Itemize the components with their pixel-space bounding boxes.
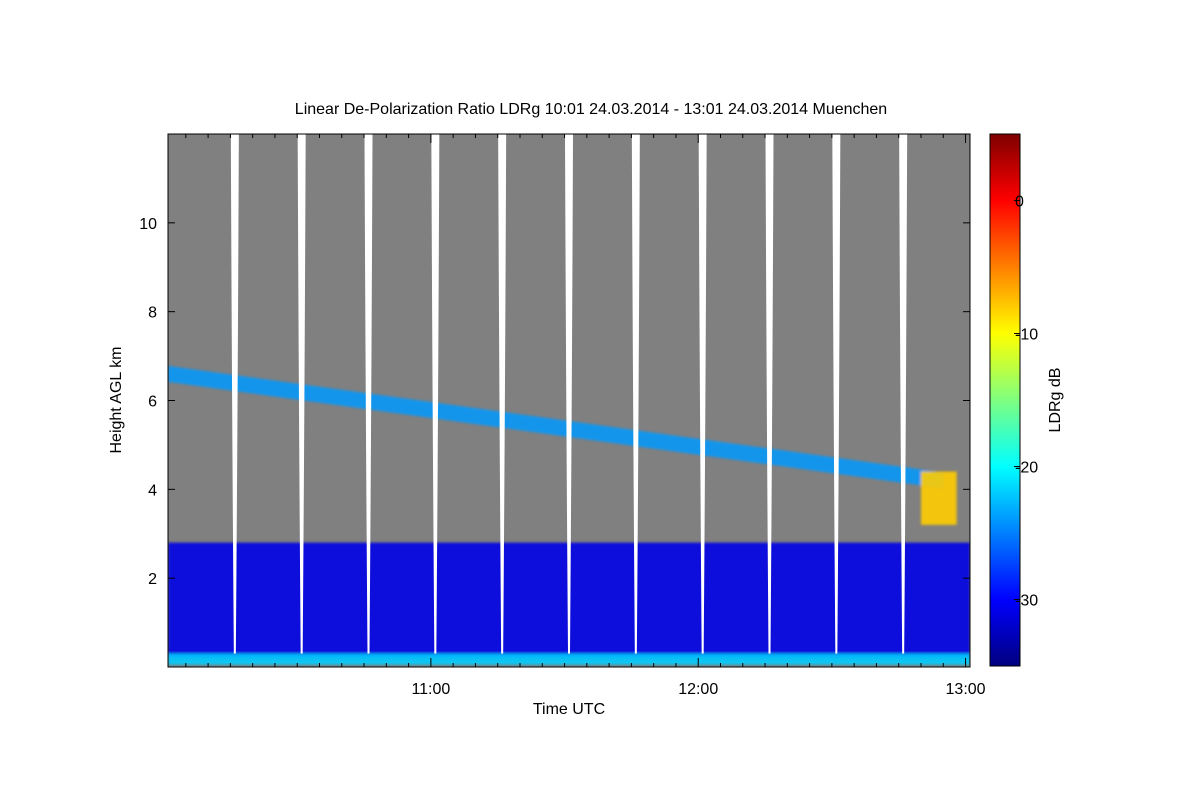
feature-high-depolarization-patch bbox=[920, 471, 957, 525]
feature-cirrus-layer bbox=[168, 365, 944, 489]
colorbar-ticks: 0 -10 -20 -30 bbox=[1014, 194, 1038, 610]
y-tick-label: 2 bbox=[148, 571, 157, 588]
y-tick-label: 10 bbox=[139, 216, 157, 233]
colorbar-tick-label: -30 bbox=[1015, 593, 1038, 610]
x-axis-label: Time UTC bbox=[533, 701, 605, 718]
scan-gap-7 bbox=[698, 134, 707, 654]
plot-area bbox=[168, 134, 970, 667]
scan-gap-4 bbox=[498, 134, 507, 654]
colorbar-label: LDRg dB bbox=[1047, 368, 1064, 433]
x-axis: 11:00 12:00 13:00 bbox=[185, 134, 986, 698]
y-tick-label: 4 bbox=[148, 482, 157, 499]
scan-gap-10 bbox=[899, 134, 908, 654]
scan-gap-8 bbox=[765, 134, 774, 654]
colorbar-tick-label: -10 bbox=[1015, 327, 1038, 344]
y-tick-label: 8 bbox=[148, 305, 157, 322]
y-tick-label: 6 bbox=[148, 394, 157, 411]
x-tick-label: 12:00 bbox=[678, 681, 718, 698]
x-tick-label: 13:00 bbox=[946, 681, 986, 698]
y-axis-label: Height AGL km bbox=[108, 346, 125, 453]
scan-gap-2 bbox=[364, 134, 373, 654]
colorbar-gradient bbox=[989, 133, 1021, 667]
colorbar-tick-label: 0 bbox=[1015, 194, 1024, 211]
y-axis: 2 4 6 8 10 bbox=[139, 216, 970, 588]
chart-title: Linear De-Polarization Ratio LDRg 10:01 … bbox=[295, 101, 887, 118]
scan-gap-0 bbox=[230, 134, 239, 654]
feature-ground-clutter-band bbox=[168, 653, 970, 665]
colorbar: 0 -10 -20 -30 LDRg dB bbox=[989, 133, 1064, 667]
scan-gap-1 bbox=[297, 134, 306, 654]
x-tick-label: 11:00 bbox=[411, 681, 450, 698]
colorbar-tick-label: -20 bbox=[1015, 460, 1038, 477]
scan-gap-6 bbox=[631, 134, 640, 654]
scan-gap-9 bbox=[832, 134, 841, 654]
scan-gap-5 bbox=[565, 134, 573, 654]
scan-gap-3 bbox=[431, 134, 440, 654]
scan-gaps-layer bbox=[230, 134, 908, 654]
